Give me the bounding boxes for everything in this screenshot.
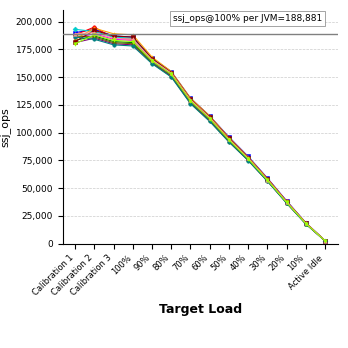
Text: ssj_ops@100% per JVM=188,881: ssj_ops@100% per JVM=188,881 [173, 14, 322, 23]
Y-axis label: ssj_ops: ssj_ops [0, 107, 10, 147]
X-axis label: Target Load: Target Load [159, 303, 242, 316]
